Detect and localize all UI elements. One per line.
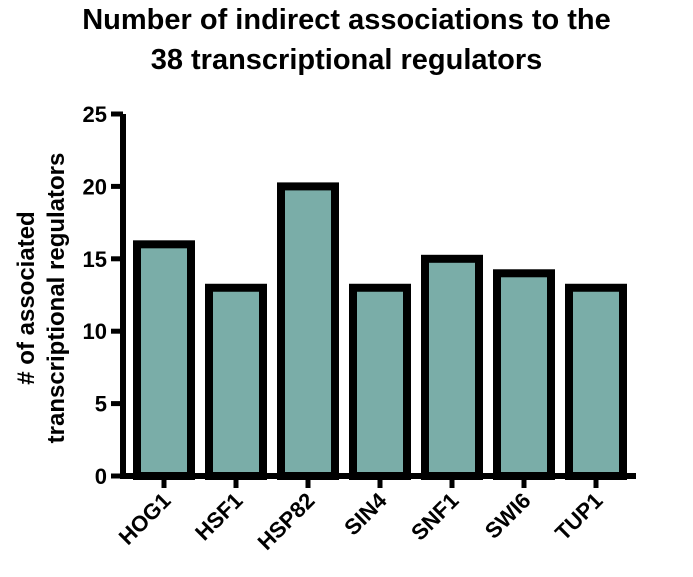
bar-sin4 (349, 283, 411, 481)
y-tick-label: 5 (95, 392, 107, 417)
x-tick-label-hsp82: HSP82 (253, 488, 320, 555)
x-tick-label-sin4: SIN4 (339, 487, 392, 540)
chart-title: Number of indirect associations to the 3… (0, 0, 693, 80)
bar-hog1 (133, 240, 195, 480)
bars (133, 182, 627, 481)
chart-title-line-2: 38 transcriptional regulators (150, 44, 543, 76)
bar-hsf1 (205, 283, 267, 481)
x-tick-label-swi6: SWI6 (480, 488, 536, 544)
chart-title-line-1: Number of indirect associations to the (82, 4, 611, 36)
bar-hsp82 (277, 182, 339, 480)
y-tick-label: 10 (83, 319, 107, 344)
x-tick-label-hog1: HOG1 (114, 488, 176, 550)
bar-tup1 (565, 283, 627, 481)
y-tick-label: 15 (83, 247, 107, 272)
x-tick-label-hsf1: HSF1 (190, 488, 247, 545)
y-axis-title-line-2: transcriptional regulators (43, 153, 70, 444)
y-tick-label: 0 (95, 464, 107, 489)
y-tick-label: 20 (83, 174, 107, 199)
bar-swi6 (493, 269, 555, 480)
bar-snf1 (421, 254, 483, 480)
y-axis-title-line-1: # of associated (13, 211, 40, 384)
x-tick-label-tup1: TUP1 (550, 488, 607, 545)
y-tick-label: 25 (83, 102, 107, 127)
x-tick-label-snf1: SNF1 (406, 488, 463, 545)
